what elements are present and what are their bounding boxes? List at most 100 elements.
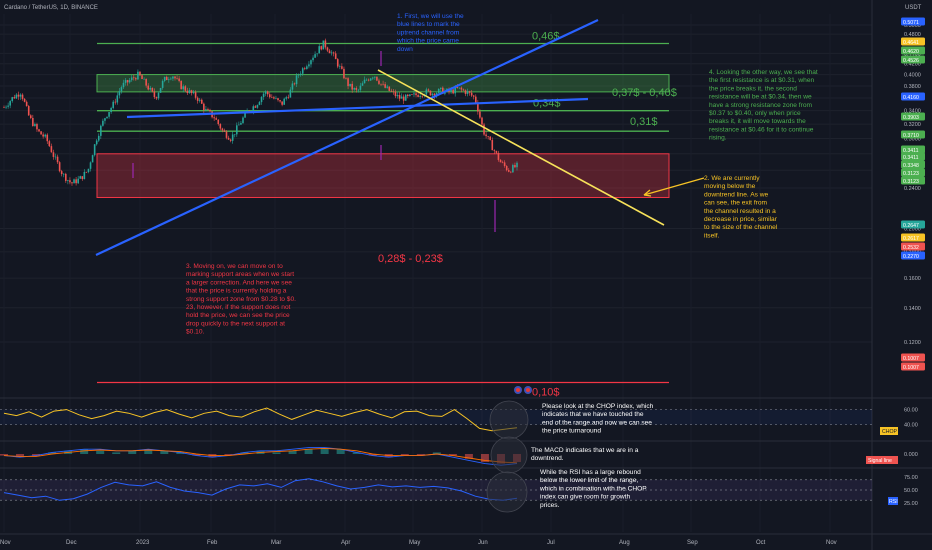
price-tick-label: 0.4000 — [904, 73, 921, 79]
price-tick-label: 0.2400 — [904, 186, 921, 192]
currency-label: USDT — [905, 5, 922, 11]
candle-body — [293, 83, 296, 85]
macd-note-line: The MACD indicates that we are in a — [531, 447, 639, 454]
annotation-line: moving below the — [704, 183, 756, 190]
candle-body — [77, 178, 79, 184]
candle-body — [277, 98, 279, 101]
price-badge-label: 0.3710 — [903, 133, 919, 139]
price-tick-label: 0.3000 — [904, 136, 921, 142]
channel-lower-line[interactable] — [95, 19, 599, 256]
rsi-badge — [888, 497, 898, 505]
candle-body — [130, 77, 133, 81]
candle-body — [271, 97, 273, 98]
note-2-arrowhead — [643, 189, 652, 197]
rsi-badge-label: RSI — [889, 499, 898, 505]
candle-body — [394, 91, 397, 97]
price-badge — [901, 112, 925, 121]
candle-body — [320, 46, 323, 50]
candle-body — [353, 88, 356, 90]
candle-body — [159, 87, 162, 93]
candle-body — [44, 134, 47, 137]
candle-body — [124, 80, 127, 83]
price-zone[interactable] — [96, 153, 670, 198]
candle-body — [380, 83, 382, 85]
price-badge-label: 0.5071 — [903, 20, 919, 26]
downtrend-line[interactable] — [377, 69, 665, 226]
candle-body — [217, 119, 220, 125]
candle-body — [392, 91, 395, 92]
candle-body — [355, 88, 358, 90]
candle-body — [483, 124, 485, 135]
candle-body — [203, 103, 205, 110]
rsi-note-line: prices. — [540, 502, 560, 509]
candle-body — [390, 90, 393, 92]
candle-body — [477, 102, 479, 112]
annotation-line: can see, the exit from — [704, 200, 768, 207]
candle-body — [516, 162, 518, 168]
annotation-line: strong support zone from $0.28 to $0. — [186, 296, 296, 303]
candle-body — [7, 105, 9, 107]
annotation-line: 1. First, we will use the — [397, 13, 464, 20]
candle-body — [143, 78, 145, 80]
rsi-tick: 25.00 — [904, 501, 918, 507]
candle-body — [3, 107, 5, 109]
candle-body — [225, 131, 228, 138]
macd-histogram-bar — [352, 452, 361, 454]
candle-body — [233, 134, 236, 135]
flag-icons — [514, 386, 532, 394]
time-axis: Nov Dec 2023 Feb Mar Apr May Jun Jul Aug Sep Oct Nov — [0, 533, 932, 546]
candle-body — [137, 71, 139, 80]
price-levels: 0,46$0,34$0,31$0,10$ — [97, 31, 669, 398]
candle-body — [291, 83, 294, 90]
note-4-annotation[interactable]: 4. Looking the other way, we see thatthe… — [709, 69, 818, 142]
annotation-line: the channel resulted in a — [704, 208, 776, 215]
candle-body — [505, 165, 508, 171]
macd-histogram-bar — [432, 452, 441, 454]
trend-lines[interactable] — [95, 19, 705, 256]
candle-body — [9, 101, 11, 106]
candle-body — [419, 95, 421, 97]
candle-body — [452, 89, 454, 94]
candle-body — [371, 77, 374, 79]
macd-histogram-bar — [192, 454, 201, 456]
candle-body — [266, 91, 269, 95]
channel-upper-line[interactable] — [126, 97, 589, 119]
price-badge — [901, 233, 925, 242]
time-tick-label: 2023 — [136, 540, 150, 546]
candle-body — [168, 79, 170, 81]
candle-body — [466, 91, 469, 94]
price-badge — [901, 37, 925, 46]
macd-tick: 0.000 — [904, 452, 918, 458]
price-level-label: 0,46$ — [532, 31, 560, 43]
time-tick-label: Feb — [207, 540, 218, 546]
candle-body — [339, 66, 341, 67]
candle-body — [23, 98, 26, 102]
annotation-line: decrease in price, similar — [704, 216, 778, 223]
price-badge-label: 0.2617 — [903, 236, 919, 242]
price-badge-label: 0.3123 — [903, 171, 919, 177]
chop-line — [3, 407, 518, 432]
candle-body — [114, 101, 117, 103]
candle-body — [13, 97, 16, 99]
macd-histogram-bar — [400, 454, 409, 456]
candle-body — [442, 87, 444, 94]
candle-body — [369, 78, 372, 81]
candle-body — [87, 168, 90, 173]
candle-body — [116, 95, 119, 103]
candle-body — [81, 176, 84, 180]
candle-body — [62, 173, 65, 175]
candle-body — [186, 90, 189, 93]
candle-body — [268, 94, 271, 98]
candle-body — [299, 73, 302, 75]
annotation-line: hold the price, we can see the price — [186, 312, 290, 319]
candle-body — [126, 80, 129, 83]
candle-body — [200, 99, 203, 104]
candle-body — [29, 115, 32, 118]
candle-body — [402, 96, 405, 101]
candle-body — [65, 173, 67, 181]
candle-body — [295, 75, 298, 85]
